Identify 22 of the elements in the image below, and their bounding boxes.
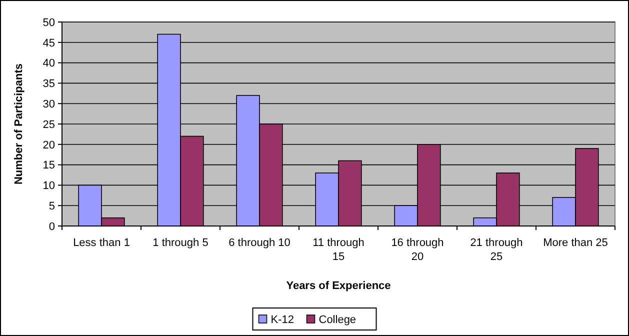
- x-tick-label: 6 through 10: [228, 237, 290, 249]
- y-tick-label: 50: [42, 16, 55, 29]
- x-tick-label: 11 through 15: [312, 237, 364, 263]
- y-tick-label: 5: [48, 200, 55, 212]
- legend-label: College: [318, 314, 356, 326]
- x-tick-label: More than 25: [543, 237, 608, 249]
- y-tick-label: 15: [42, 160, 55, 172]
- x-tick-label: 1 through 5: [152, 237, 208, 249]
- y-tick-label: 20: [42, 139, 55, 152]
- x-axis-title: Years of Experience: [286, 280, 391, 292]
- y-tick-label: 45: [42, 37, 55, 50]
- x-tick-label: 21 through 25: [470, 237, 523, 263]
- y-tick-label: 30: [42, 98, 55, 110]
- legend-label: K-12: [270, 314, 294, 326]
- x-tick-label: Less than 1: [73, 237, 130, 249]
- y-tick-label: 25: [42, 118, 55, 131]
- y-tick-label: 35: [42, 78, 55, 90]
- y-tick-label: 10: [42, 180, 55, 192]
- y-tick-label: 40: [42, 58, 55, 70]
- y-tick-label: 0: [48, 220, 55, 233]
- y-axis-title: Number of Participants: [13, 63, 25, 185]
- x-tick-label: 16 through 20: [391, 237, 444, 263]
